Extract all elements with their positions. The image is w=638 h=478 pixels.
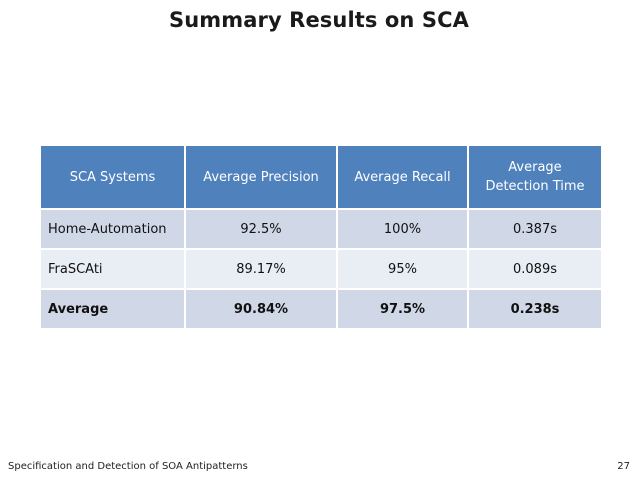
header-average-precision: Average Precision bbox=[184, 146, 337, 210]
cell-detection-time: 0.089s bbox=[467, 248, 601, 289]
header-average-detection-time: Average Detection Time bbox=[467, 146, 601, 210]
cell-system: Home-Automation bbox=[41, 208, 185, 249]
results-table: SCA Systems Average Precision Average Re… bbox=[41, 146, 601, 328]
cell-precision: 89.17% bbox=[184, 248, 337, 289]
slide-title: Summary Results on SCA bbox=[169, 8, 469, 32]
table-row: Home-Automation 92.5% 100% 0.387s bbox=[41, 208, 601, 249]
cell-detection-time: 0.387s bbox=[467, 208, 601, 249]
cell-precision: 90.84% bbox=[184, 288, 337, 328]
header-average-recall: Average Recall bbox=[336, 146, 468, 210]
cell-system: FraSCAti bbox=[41, 248, 185, 289]
cell-recall: 100% bbox=[336, 208, 468, 249]
cell-system: Average bbox=[41, 288, 185, 328]
table-row: FraSCAti 89.17% 95% 0.089s bbox=[41, 248, 601, 289]
cell-recall: 95% bbox=[336, 248, 468, 289]
cell-detection-time: 0.238s bbox=[467, 288, 601, 328]
table-row-average: Average 90.84% 97.5% 0.238s bbox=[41, 288, 601, 328]
footer-presentation-title: Specification and Detection of SOA Antip… bbox=[8, 461, 248, 472]
footer-page-number: 27 bbox=[617, 461, 630, 472]
table-header-row: SCA Systems Average Precision Average Re… bbox=[41, 146, 601, 210]
header-sca-systems: SCA Systems bbox=[41, 146, 185, 210]
cell-precision: 92.5% bbox=[184, 208, 337, 249]
cell-recall: 97.5% bbox=[336, 288, 468, 328]
